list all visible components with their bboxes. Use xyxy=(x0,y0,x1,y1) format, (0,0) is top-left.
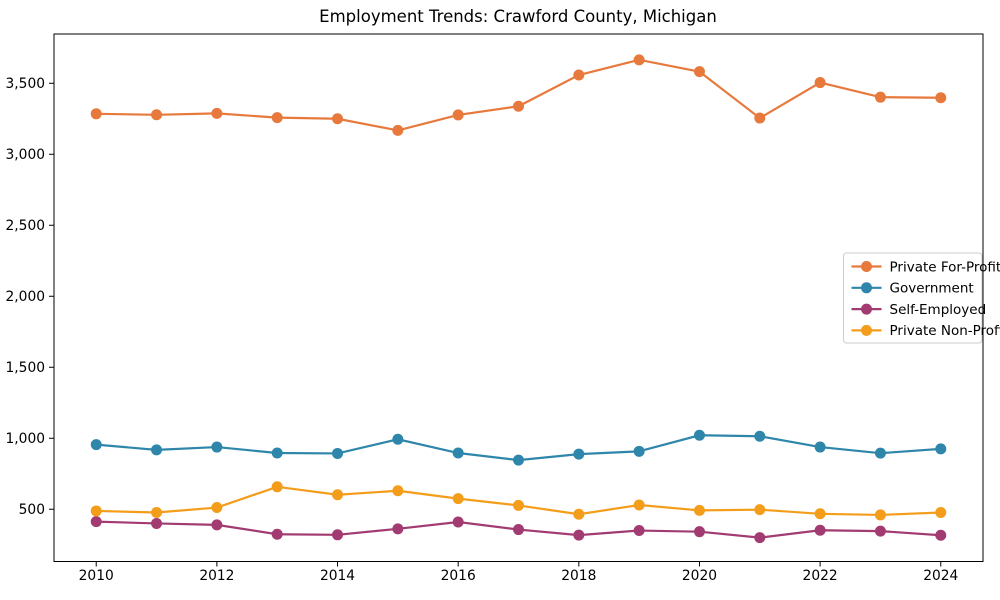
y-tick-label-500: 500 xyxy=(19,502,45,518)
marker-government-2021 xyxy=(754,430,766,442)
y-tick-label-3000: 3,000 xyxy=(6,147,46,163)
legend-box xyxy=(843,252,983,344)
marker-private-non-profit-2015 xyxy=(392,485,404,497)
marker-government-2018 xyxy=(573,448,585,460)
marker-private-non-profit-2020 xyxy=(693,504,705,516)
y-tick-label-2500: 2,500 xyxy=(6,218,46,234)
legend-marker-private-for-profit xyxy=(861,261,872,272)
marker-government-2013 xyxy=(271,447,283,459)
marker-private-non-profit-2018 xyxy=(573,508,585,520)
y-tick-label-2000: 2,000 xyxy=(6,289,46,305)
marker-government-2016 xyxy=(452,447,464,459)
marker-private-non-profit-2024 xyxy=(935,507,947,519)
x-tick-label-2014: 2014 xyxy=(320,568,355,584)
marker-government-2015 xyxy=(392,433,404,445)
marker-self-employed-2012 xyxy=(211,519,223,531)
legend-marker-government xyxy=(861,282,872,294)
marker-self-employed-2017 xyxy=(513,524,524,536)
legend-label-government: Government xyxy=(890,281,974,297)
marker-private-non-profit-2019 xyxy=(633,499,645,511)
marker-private-non-profit-2010 xyxy=(90,505,102,517)
marker-government-2023 xyxy=(874,447,886,459)
marker-government-2019 xyxy=(633,445,645,457)
x-tick-label-2012: 2012 xyxy=(199,568,234,584)
marker-government-2022 xyxy=(814,441,826,453)
y-tick-label-1000: 1,000 xyxy=(6,431,46,447)
marker-private-for-profit-2016 xyxy=(452,109,464,121)
marker-self-employed-2021 xyxy=(754,532,766,544)
legend-label-self-employed: Self-Employed xyxy=(890,302,987,318)
marker-self-employed-2019 xyxy=(633,525,645,537)
marker-self-employed-2016 xyxy=(452,516,464,528)
marker-private-non-profit-2017 xyxy=(513,499,524,511)
marker-government-2024 xyxy=(935,443,947,455)
marker-government-2012 xyxy=(211,441,223,453)
marker-private-for-profit-2018 xyxy=(573,69,585,81)
y-tick-label-3500: 3,500 xyxy=(6,76,46,92)
marker-self-employed-2013 xyxy=(271,528,283,540)
legend-marker-self-employed xyxy=(861,303,872,315)
marker-self-employed-2024 xyxy=(935,529,947,541)
marker-self-employed-2015 xyxy=(392,523,404,535)
marker-private-non-profit-2012 xyxy=(211,502,223,514)
marker-private-for-profit-2024 xyxy=(935,92,947,104)
x-tick-label-2018: 2018 xyxy=(561,568,596,584)
x-tick-label-2022: 2022 xyxy=(803,568,838,584)
marker-government-2010 xyxy=(90,439,102,451)
legend-label-private-for-profit: Private For-Profit xyxy=(890,259,1000,275)
marker-private-non-profit-2013 xyxy=(271,481,283,493)
x-tick-label-2020: 2020 xyxy=(682,568,717,584)
plot-frame xyxy=(53,33,984,562)
marker-private-for-profit-2013 xyxy=(271,112,283,124)
marker-government-2020 xyxy=(693,429,705,441)
marker-private-for-profit-2011 xyxy=(151,109,163,121)
marker-private-for-profit-2022 xyxy=(814,77,826,89)
marker-self-employed-2020 xyxy=(693,526,705,538)
marker-private-non-profit-2016 xyxy=(452,493,464,505)
marker-private-non-profit-2023 xyxy=(874,509,886,521)
marker-private-for-profit-2020 xyxy=(693,66,705,78)
chart-title: Employment Trends: Crawford County, Mich… xyxy=(319,7,717,26)
x-tick-label-2010: 2010 xyxy=(79,568,114,584)
marker-self-employed-2023 xyxy=(874,525,886,537)
marker-private-for-profit-2010 xyxy=(90,108,102,120)
legend-marker-private-non-profit xyxy=(861,324,872,336)
marker-private-for-profit-2017 xyxy=(513,100,524,112)
marker-self-employed-2011 xyxy=(151,517,163,529)
marker-self-employed-2010 xyxy=(90,516,102,528)
marker-private-for-profit-2014 xyxy=(332,113,344,125)
marker-self-employed-2022 xyxy=(814,524,826,536)
marker-private-for-profit-2023 xyxy=(874,91,886,103)
marker-private-for-profit-2021 xyxy=(754,112,766,124)
marker-private-for-profit-2015 xyxy=(392,124,404,136)
marker-private-for-profit-2012 xyxy=(211,107,223,119)
x-tick-label-2024: 2024 xyxy=(923,568,958,584)
marker-government-2011 xyxy=(151,444,163,456)
series-line-private-for-profit xyxy=(96,58,941,132)
y-tick-label-1500: 1,500 xyxy=(6,360,46,376)
marker-private-non-profit-2021 xyxy=(754,504,766,516)
marker-private-non-profit-2022 xyxy=(814,508,826,520)
marker-self-employed-2014 xyxy=(332,529,344,541)
marker-private-non-profit-2011 xyxy=(151,507,163,519)
marker-private-for-profit-2019 xyxy=(633,54,645,66)
marker-private-non-profit-2014 xyxy=(332,489,344,501)
marker-government-2014 xyxy=(332,447,344,459)
legend-label-private-non-profit: Private Non-Profit xyxy=(890,323,1000,339)
x-tick-label-2016: 2016 xyxy=(441,568,476,584)
marker-self-employed-2018 xyxy=(573,529,585,541)
marker-government-2017 xyxy=(513,454,524,466)
